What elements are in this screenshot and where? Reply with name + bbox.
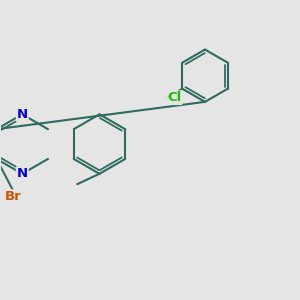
Text: Br: Br — [4, 190, 21, 203]
Text: N: N — [17, 167, 28, 180]
Text: Cl: Cl — [167, 91, 182, 104]
Text: N: N — [17, 108, 28, 121]
